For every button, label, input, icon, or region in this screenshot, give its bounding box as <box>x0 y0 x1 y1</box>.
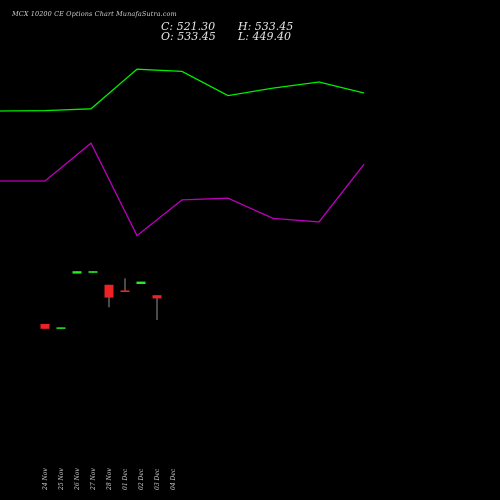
line-series-group <box>0 68 365 237</box>
candle-body <box>40 324 50 329</box>
high-value: H: 533.45 <box>238 20 294 33</box>
x-axis-labels: 24 Nov 25 Nov 26 Nov 27 Nov 28 Nov 01 Dec 02 D… <box>42 468 177 491</box>
open-value: O: 533.45 <box>161 30 216 43</box>
candle-body <box>120 290 130 292</box>
x-tick-label: 24 Nov <box>42 468 49 491</box>
x-tick-label: 04 Dec <box>170 468 177 490</box>
close-value: C: 521.30 <box>161 20 216 33</box>
x-tick-label: 27 Nov <box>90 468 97 491</box>
x-tick-label: 25 Nov <box>58 468 65 491</box>
candle-body <box>72 271 82 274</box>
x-tick-label: 02 Dec <box>138 468 145 490</box>
candle-body <box>136 281 146 284</box>
low-value: L: 449.40 <box>238 30 291 43</box>
candles-group <box>40 271 162 329</box>
x-tick-label: 03 Dec <box>154 468 161 490</box>
x-tick-label: 28 Nov <box>106 468 113 491</box>
magenta-line <box>0 142 365 237</box>
x-tick-label: 26 Nov <box>74 468 81 491</box>
green-line <box>0 68 365 112</box>
candle-body <box>104 284 114 298</box>
candle-body <box>152 295 162 299</box>
chart-title: MCX 10200 CE Options Chart MunafaSutra.c… <box>12 10 177 18</box>
x-tick-label: 01 Dec <box>122 468 129 490</box>
candle-body <box>88 271 98 273</box>
candle-body <box>56 327 66 329</box>
